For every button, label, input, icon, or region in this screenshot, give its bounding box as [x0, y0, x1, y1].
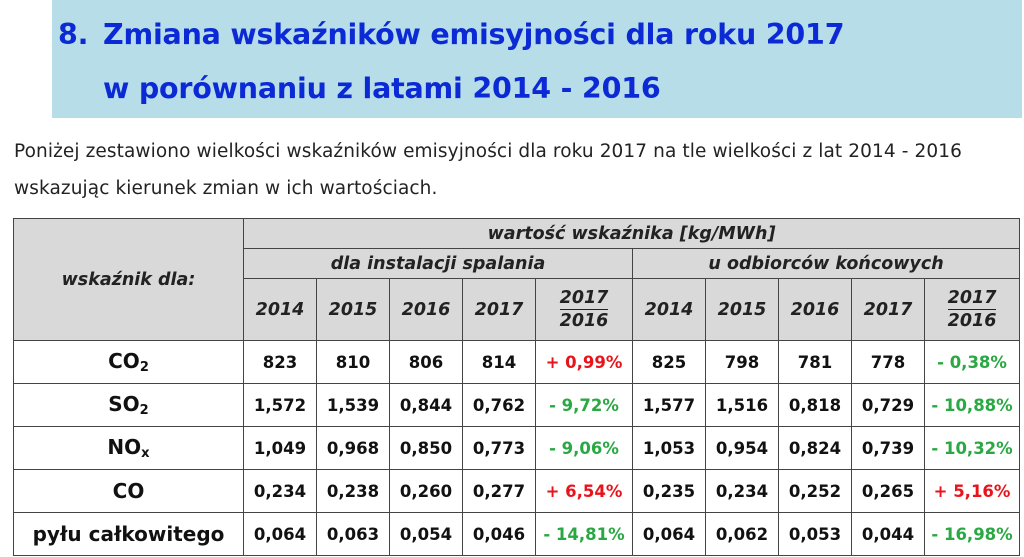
value-cell: 778 — [851, 340, 925, 384]
change-cell: - 0,38% — [923, 340, 1021, 384]
section-number: 8. — [58, 18, 89, 51]
row-label: pyłu całkowitego — [13, 512, 244, 556]
row-header-cell: wskaźnik dla: — [13, 218, 244, 341]
section-heading: 8. Zmiana wskaźników emisyjności dla roku… — [52, 0, 1022, 118]
row-label: CO2 — [13, 340, 244, 384]
row-label-text: CO — [108, 349, 140, 373]
value-cell: 0,729 — [851, 383, 925, 427]
value-cell: 0,818 — [778, 383, 852, 427]
emission-table: wskaźnik dla: wartość wskaźnika [kg/MWh]… — [13, 218, 1021, 556]
row-label-subscript: 2 — [139, 403, 149, 418]
intro-paragraph: Poniżej zestawiono wielkości wskaźników … — [14, 141, 962, 199]
heading-line-1: 8. Zmiana wskaźników emisyjności dla roku… — [58, 18, 845, 51]
table-row: NOx 1,049 0,968 0,850 0,773- 9,06% 1,053 0,954… — [13, 426, 1021, 470]
value-cell: 1,049 — [243, 426, 317, 470]
ratio-header-combustion: 2017 2016 — [535, 278, 633, 341]
value-cell: 0,252 — [778, 469, 852, 513]
value-cell: 0,238 — [316, 469, 390, 513]
value-cell: 806 — [389, 340, 463, 384]
value-cell: 0,773 — [462, 426, 536, 470]
ratio-denominator: 2016 — [947, 311, 997, 331]
value-cell: 1,516 — [705, 383, 779, 427]
value-cell: 0,762 — [462, 383, 536, 427]
value-cell: 825 — [632, 340, 706, 384]
row-label-subscript: 2 — [139, 360, 149, 375]
value-cell: 0,054 — [389, 512, 463, 556]
change-cell: - 10,88% — [923, 383, 1021, 427]
change-cell: - 16,98% — [923, 512, 1021, 556]
year-header-combustion-2017: 2017 — [462, 278, 536, 341]
value-cell: 0,850 — [389, 426, 463, 470]
value-cell: 0,064 — [632, 512, 706, 556]
year-header-end-users-2016: 2016 — [778, 278, 852, 341]
change-cell: + 0,99% — [535, 340, 633, 384]
ratio-numerator: 2017 — [947, 288, 997, 310]
row-label-subscript: x — [141, 446, 150, 461]
value-cell: 0,234 — [243, 469, 317, 513]
change-cell: - 14,81% — [535, 512, 633, 556]
ratio-header-end-users: 2017 2016 — [923, 278, 1021, 341]
main-header-cell: wartość wskaźnika [kg/MWh] — [242, 218, 1021, 249]
table-row: pyłu całkowitego 0,064 0,063 0,054 0,046- 14… — [13, 512, 1021, 556]
ratio-denominator: 2016 — [559, 311, 609, 331]
table-row: SO2 1,572 1,539 0,844 0,762- 9,72% 1,577 1,516… — [13, 383, 1021, 427]
ratio-numerator: 2017 — [559, 288, 609, 310]
value-cell: 0,062 — [705, 512, 779, 556]
year-header-end-users-2017: 2017 — [851, 278, 925, 341]
value-cell: 798 — [705, 340, 779, 384]
heading-line-2: w porównaniu z latami 2014 - 2016 — [58, 72, 661, 105]
value-cell: 810 — [316, 340, 390, 384]
value-cell: 0,064 — [243, 512, 317, 556]
value-cell: 0,235 — [632, 469, 706, 513]
change-cell: - 10,32% — [923, 426, 1021, 470]
row-label-text: CO — [112, 479, 145, 503]
value-cell: 0,046 — [462, 512, 536, 556]
year-header-combustion-2016: 2016 — [389, 278, 463, 341]
year-header-combustion-2015: 2015 — [316, 278, 390, 341]
heading-title-1: Zmiana wskaźników emisyjności dla roku 2… — [103, 18, 845, 51]
value-cell: 0,844 — [389, 383, 463, 427]
value-cell: 0,063 — [316, 512, 390, 556]
value-cell: 0,968 — [316, 426, 390, 470]
value-cell: 0,277 — [462, 469, 536, 513]
value-cell: 0,234 — [705, 469, 779, 513]
value-cell: 1,539 — [316, 383, 390, 427]
value-cell: 0,260 — [389, 469, 463, 513]
year-header-end-users-2014: 2014 — [632, 278, 706, 341]
row-label-text: NO — [107, 435, 142, 459]
value-cell: 1,577 — [632, 383, 706, 427]
year-header-end-users-2015: 2015 — [705, 278, 779, 341]
ratio-fraction: 2017 2016 — [559, 287, 609, 332]
value-cell: 0,824 — [778, 426, 852, 470]
change-cell: + 5,16% — [923, 469, 1021, 513]
value-cell: 0,265 — [851, 469, 925, 513]
table-row: CO 0,234 0,238 0,260 0,277 + 6,54% 0,235 0,234 0… — [13, 469, 1021, 513]
value-cell: 0,053 — [778, 512, 852, 556]
value-cell: 0,044 — [851, 512, 925, 556]
table-row: CO2 823 810 806 814 + 0,99% 825 798 781 778- 0,38… — [13, 340, 1021, 384]
change-cell: - 9,06% — [535, 426, 633, 470]
value-cell: 823 — [243, 340, 317, 384]
heading-title-2: w porównaniu z latami 2014 - 2016 — [103, 72, 661, 105]
row-label: SO2 — [13, 383, 244, 427]
value-cell: 1,053 — [632, 426, 706, 470]
row-label-text: pyłu całkowitego — [32, 522, 225, 546]
row-label-text: SO — [108, 392, 140, 416]
value-cell: 781 — [778, 340, 852, 384]
value-cell: 0,954 — [705, 426, 779, 470]
group-header-combustion: dla instalacji spalania — [243, 248, 633, 279]
row-label: CO — [13, 469, 244, 513]
year-header-combustion-2014: 2014 — [243, 278, 317, 341]
value-cell: 1,572 — [243, 383, 317, 427]
change-cell: - 9,72% — [535, 383, 633, 427]
value-cell: 814 — [462, 340, 536, 384]
group-header-end-users: u odbiorców końcowych — [631, 248, 1021, 279]
ratio-fraction: 2017 2016 — [947, 287, 997, 332]
value-cell: 0,739 — [851, 426, 925, 470]
row-label: NOx — [13, 426, 244, 470]
change-cell: + 6,54% — [535, 469, 633, 513]
